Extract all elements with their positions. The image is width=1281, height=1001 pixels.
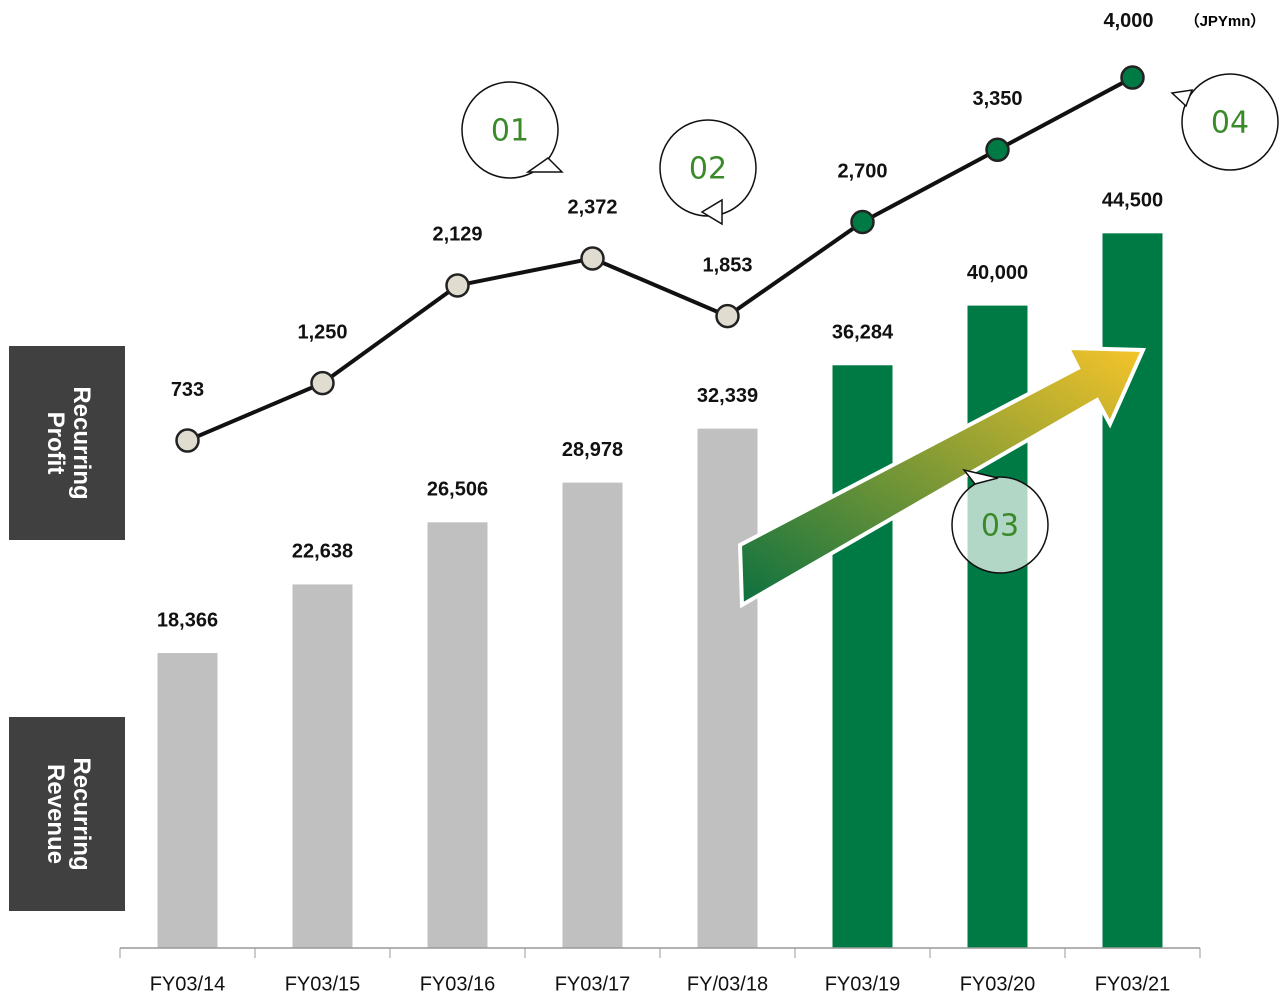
callout-bubble: [1181, 73, 1279, 171]
profit-point: [850, 209, 875, 235]
series-label: RecurringProfit: [41, 386, 94, 499]
profit-point: [985, 137, 1010, 163]
profit-box: [9, 346, 125, 540]
profit-point: [445, 273, 470, 298]
profit-point: [310, 370, 335, 396]
bar-value-label: 36,284: [832, 322, 894, 344]
series-label-line: Recurring: [68, 386, 95, 499]
callout-label: 04: [1211, 106, 1249, 141]
bar-value-label: 26,506: [427, 479, 488, 501]
x-tick-label: FY03/15: [285, 973, 361, 995]
profit-value-label: 2,700: [837, 160, 887, 182]
series-label-line: Recurring: [68, 757, 95, 870]
profit-line: [186, 75, 1134, 443]
series-label-line: Revenue: [41, 764, 68, 864]
callout-tail: [1170, 89, 1194, 108]
trend-arrow: [737, 345, 1147, 609]
bar: [157, 653, 218, 948]
profit-value-label: 733: [171, 379, 204, 401]
bar-value-label: 40,000: [967, 262, 1028, 284]
bar-value-label: 32,339: [697, 385, 758, 407]
callout-label: 03: [981, 509, 1019, 544]
profit-point: [175, 428, 200, 453]
profit-point: [1120, 65, 1145, 90]
bar: [697, 428, 758, 949]
unit-label: （JPYmn）: [1185, 12, 1266, 30]
x-tick-label: FY03/14: [150, 973, 226, 995]
series-label: RecurringRevenue: [41, 757, 94, 870]
callout-tail: [525, 157, 564, 173]
profit-value-label: 2,129: [432, 224, 482, 246]
callout-bubble: [951, 476, 1049, 574]
x-tick-label: FY03/21: [1095, 973, 1171, 995]
bar: [427, 522, 488, 948]
bar: [832, 365, 893, 949]
bar: [1102, 233, 1163, 948]
bar: [562, 482, 623, 948]
x-tick-label: FY03/20: [960, 973, 1036, 995]
profit-value-label: 3,350: [972, 88, 1022, 110]
bar-value-label: 22,638: [292, 541, 353, 563]
profit-value-label: 2,372: [567, 197, 617, 219]
profit-value-label: 4,000: [1103, 10, 1153, 32]
profit-value-label: 1,250: [297, 321, 347, 343]
callout-label: 01: [491, 114, 529, 149]
x-tick-label: FY03/19: [825, 973, 901, 995]
bar-value-label: 44,500: [1102, 190, 1163, 212]
callout-bubble: [461, 81, 559, 179]
callout-label: 02: [689, 152, 727, 187]
profit-point: [580, 246, 605, 271]
bar: [292, 584, 353, 948]
x-tick-label: FY03/16: [420, 973, 496, 995]
callout-tail: [962, 468, 999, 485]
profit-value-label: 1,853: [702, 254, 752, 276]
x-tick-label: FY/03/18: [687, 973, 768, 995]
x-tick-label: FY03/17: [555, 973, 631, 995]
revenue-box: [9, 717, 125, 911]
callout-tail: [700, 198, 723, 226]
profit-point: [715, 303, 740, 329]
bar-value-label: 18,366: [157, 609, 218, 631]
series-label-line: Profit: [41, 412, 68, 475]
bar-value-label: 28,978: [562, 439, 623, 461]
